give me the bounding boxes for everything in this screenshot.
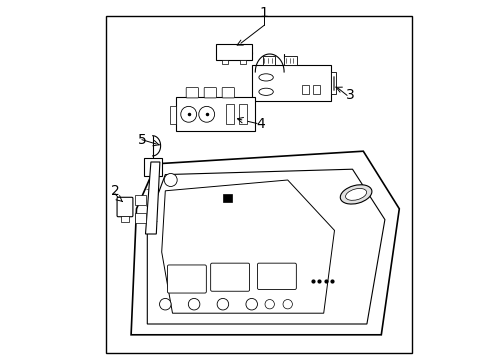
Bar — [176, 97, 255, 131]
FancyBboxPatch shape — [257, 263, 296, 289]
Ellipse shape — [345, 189, 366, 200]
Bar — [121, 216, 128, 222]
Bar — [239, 60, 245, 64]
Bar — [215, 44, 251, 60]
Ellipse shape — [258, 88, 273, 95]
Bar — [106, 16, 411, 353]
Polygon shape — [147, 169, 384, 324]
Bar — [169, 106, 176, 124]
Bar — [226, 104, 234, 124]
Circle shape — [264, 300, 274, 309]
Circle shape — [283, 300, 292, 309]
Text: 1: 1 — [259, 6, 268, 19]
FancyBboxPatch shape — [117, 197, 133, 217]
Circle shape — [245, 298, 257, 310]
FancyBboxPatch shape — [186, 87, 198, 98]
Bar — [134, 213, 145, 223]
FancyBboxPatch shape — [222, 87, 234, 98]
Bar — [312, 85, 320, 94]
FancyBboxPatch shape — [210, 263, 249, 291]
Text: 4: 4 — [256, 117, 264, 131]
Bar — [143, 158, 162, 176]
Text: 5: 5 — [137, 134, 146, 147]
Bar — [222, 60, 227, 64]
Circle shape — [159, 298, 171, 310]
Circle shape — [199, 107, 214, 122]
Circle shape — [217, 298, 228, 310]
FancyBboxPatch shape — [204, 87, 216, 98]
Bar — [330, 72, 336, 94]
Polygon shape — [145, 162, 160, 234]
FancyBboxPatch shape — [167, 265, 206, 293]
Ellipse shape — [258, 74, 273, 81]
Bar — [302, 85, 309, 94]
Bar — [284, 56, 296, 65]
Text: 3: 3 — [346, 89, 354, 102]
Circle shape — [164, 174, 177, 186]
Bar — [223, 194, 231, 202]
Bar — [134, 195, 145, 205]
Ellipse shape — [340, 185, 371, 204]
Circle shape — [188, 298, 200, 310]
Polygon shape — [162, 180, 334, 313]
Bar — [239, 104, 246, 124]
Bar — [251, 65, 330, 101]
Text: 2: 2 — [110, 184, 119, 198]
Bar — [262, 56, 275, 65]
Circle shape — [181, 107, 196, 122]
Polygon shape — [131, 151, 399, 335]
